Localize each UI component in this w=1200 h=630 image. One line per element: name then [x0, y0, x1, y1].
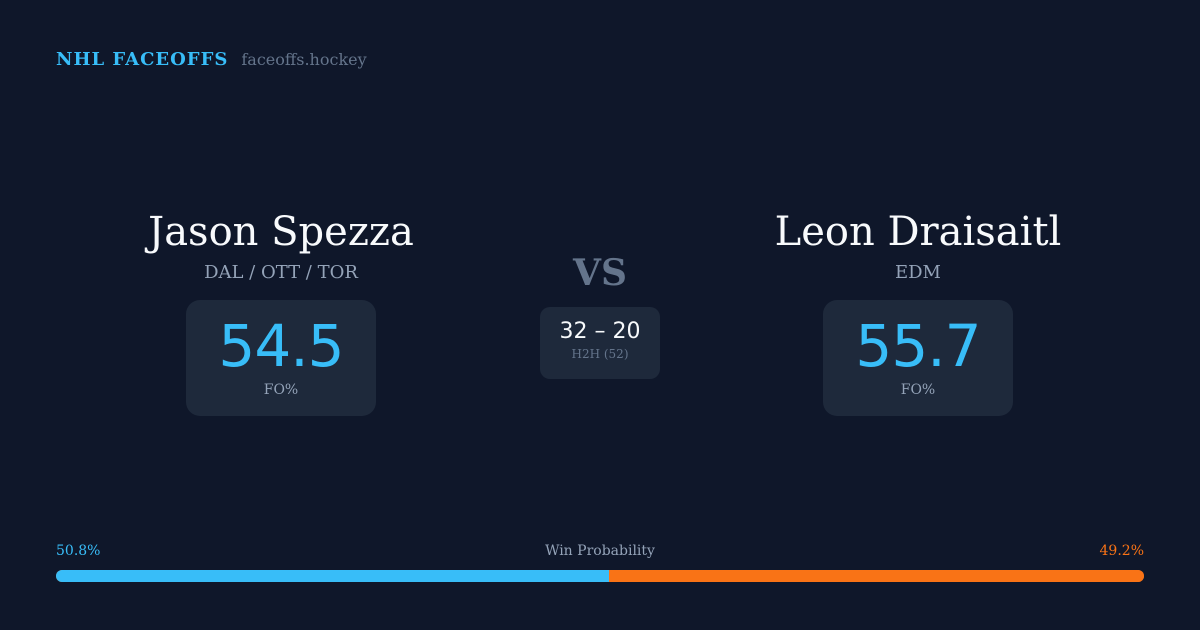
faceoff-label: FO% [263, 382, 299, 398]
brand: NHL FACEOFFS faceoffs.hockey [56, 49, 367, 70]
win-probability-title: Win Probability [545, 543, 655, 559]
h2h-score: 32 – 20 [559, 319, 641, 344]
h2h-card: 32 – 20 H2H (52) [540, 307, 660, 379]
player-name: Jason Spezza [148, 209, 414, 255]
faceoff-label: FO% [900, 382, 936, 398]
player-name: Leon Draisaitl [774, 209, 1062, 255]
brand-url: faceoffs.hockey [241, 50, 367, 69]
player-teams: EDM [894, 262, 941, 283]
faceoff-card: 55.7 FO% [823, 300, 1013, 416]
win-probability-labels: 50.8% Win Probability 49.2% [56, 543, 1144, 559]
h2h-label: H2H (52) [571, 347, 629, 361]
player-right: Leon Draisaitl EDM 55.7 FO% [718, 208, 1118, 416]
right-probability-fill [608, 570, 1144, 582]
win-probability-bar [56, 570, 1144, 582]
faceoff-card: 54.5 FO% [186, 300, 376, 416]
player-left: Jason Spezza DAL / OTT / TOR 54.5 FO% [81, 208, 481, 416]
vs-label: VS [573, 252, 627, 294]
brand-name: NHL FACEOFFS [56, 49, 229, 70]
right-probability: 49.2% [1099, 543, 1144, 559]
left-probability: 50.8% [56, 543, 101, 559]
player-teams: DAL / OTT / TOR [204, 262, 358, 283]
faceoff-percentage: 54.5 [218, 312, 344, 380]
faceoff-percentage: 55.7 [855, 312, 981, 380]
left-probability-fill [56, 570, 609, 582]
